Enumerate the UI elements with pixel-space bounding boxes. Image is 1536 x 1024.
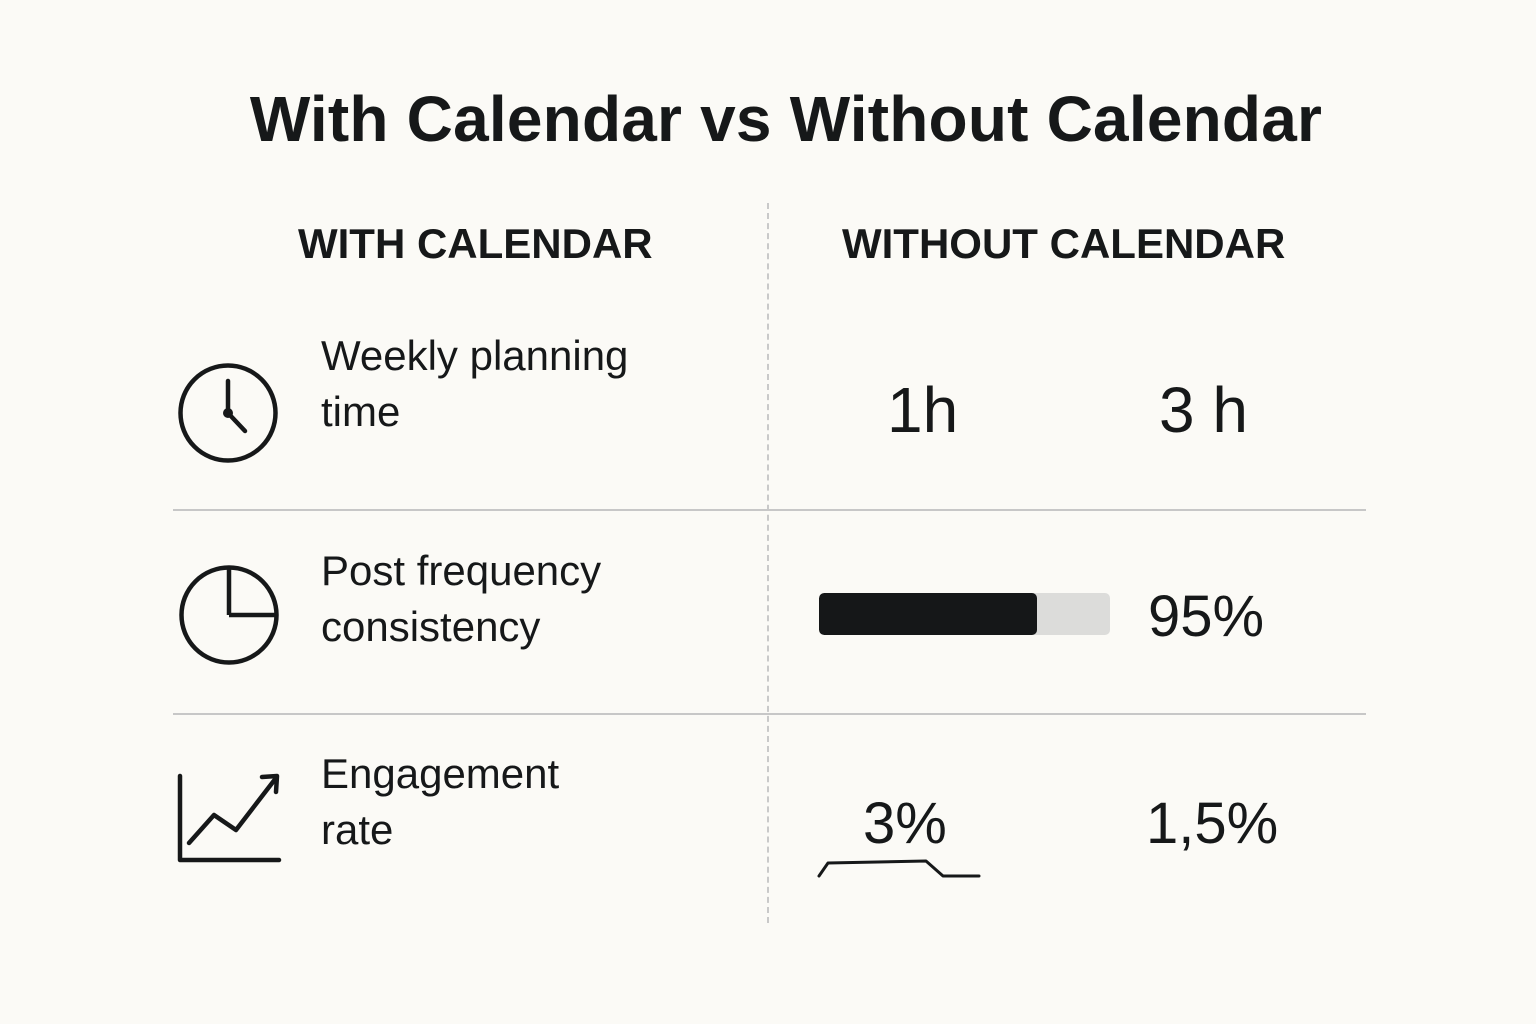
trending-up-chart-icon: [177, 773, 282, 863]
row-label-line: rate: [321, 806, 394, 853]
column-header-with-calendar: WITH CALENDAR: [298, 220, 653, 267]
row-label-line: Engagement: [321, 750, 560, 797]
row-label-engagement-rate: Engagement rate: [321, 746, 741, 858]
with-calendar-progress-bar: [819, 593, 1110, 635]
without-calendar-value: 1,5%: [1146, 791, 1279, 856]
row-label-post-frequency: Post frequency consistency: [321, 543, 741, 655]
clock-icon: [178, 363, 278, 463]
progress-bar-fill: [819, 593, 1038, 635]
row-label-line: consistency: [321, 603, 541, 650]
row-label-line: time: [321, 388, 401, 435]
pie-chart-icon: [179, 565, 279, 665]
row-divider: [173, 509, 1366, 511]
with-calendar-value: 1h: [887, 374, 959, 446]
row-divider: [173, 713, 1366, 715]
without-calendar-value: 95%: [1148, 584, 1265, 649]
page-title: With Calendar vs Without Calendar: [249, 83, 1323, 155]
vertical-divider: [767, 203, 769, 923]
row-label-weekly-planning: Weekly planning time: [321, 328, 741, 440]
row-label-line: Post frequency: [321, 547, 602, 594]
sparkline-icon: [817, 859, 981, 878]
row-label-line: Weekly planning: [321, 332, 629, 379]
column-header-without-calendar: WITHOUT CALENDAR: [842, 220, 1286, 267]
with-calendar-value: 3%: [863, 791, 947, 856]
without-calendar-value: 3 h: [1159, 374, 1248, 446]
